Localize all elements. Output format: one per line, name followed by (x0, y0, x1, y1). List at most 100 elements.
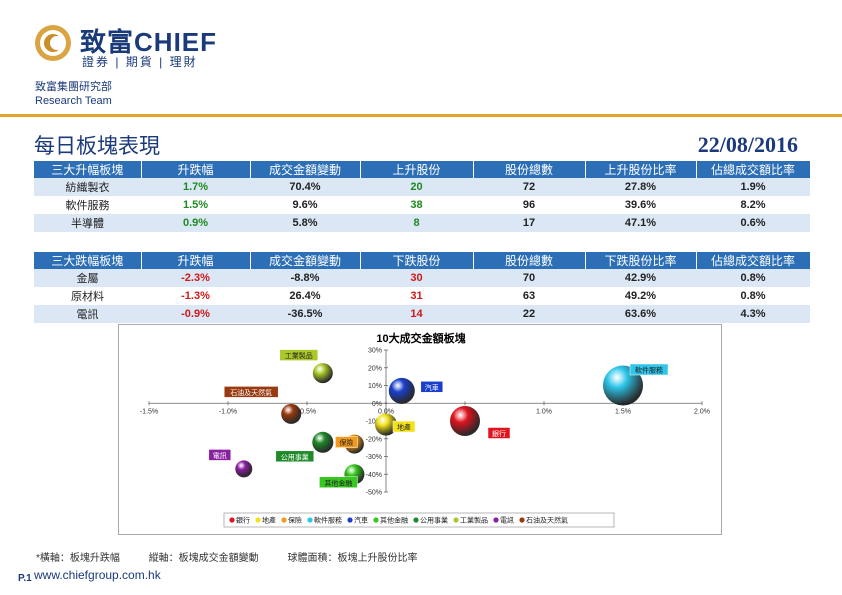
chart-canvas: 10大成交金額板塊 -1.5%-1.0%-0.5%0.0%0.5%1.0%1.5… (140, 331, 710, 528)
chart-title: 10大成交金額板塊 (376, 331, 465, 345)
y-tick-label: -40% (366, 472, 382, 479)
data-label-text: 地產 (397, 423, 411, 432)
data-label-text: 電訊 (213, 451, 227, 460)
x-tick-label: 1.5% (615, 408, 631, 415)
legend-marker (413, 517, 419, 523)
change-cell: 1.5% (182, 199, 209, 211)
legend-label: 其他金融 (380, 516, 408, 525)
brand-subtitle: 證券 | 期貨 | 理財 (82, 55, 198, 69)
column-header: 佔總成交額比率 (696, 252, 811, 269)
data-label-1: 地產 (392, 420, 416, 433)
column-header: 成交金額變動 (250, 161, 361, 178)
table-row: 電訊 -0.9% -36.5% 14 22 63.6% 4.3% (34, 305, 810, 323)
dept-cn: 致富集團研究部 (35, 81, 112, 93)
bubble-8 (235, 460, 253, 478)
change-cell: -2.3% (141, 269, 250, 287)
falling-count-cell: 30 (360, 269, 473, 287)
rising-count-cell: 38 (410, 199, 423, 211)
column-header: 三大升幅板塊 (34, 161, 142, 178)
legend-label: 保險 (288, 516, 302, 525)
turnover-change-cell: -8.8% (250, 269, 360, 287)
chart-footnote: *橫軸：板塊升跌幅 縱軸：板塊成交金額變動 球體面積：板塊上升股份比率 (36, 549, 443, 564)
data-label-2: 保險 (335, 436, 358, 448)
page-title: 每日板塊表現 (34, 134, 160, 158)
legend-marker (229, 517, 235, 523)
legend-label: 電訊 (500, 516, 514, 525)
dept-en: Research Team (35, 95, 112, 107)
turnover-change-cell: 5.8% (250, 214, 360, 232)
report-date: 22/08/2016 (697, 132, 798, 157)
chief-logo-icon (35, 25, 71, 61)
turnover-share-cell: 8.2% (740, 199, 766, 211)
data-label-box (275, 450, 315, 463)
data-label-box (420, 381, 444, 393)
data-label-box (392, 420, 416, 433)
falling-count-cell: 31 (410, 290, 423, 302)
x-tick-label: 0.0% (378, 408, 394, 415)
column-header: 股份總數 (473, 161, 586, 178)
y-axis-note: 縱軸：板塊成交金額變動 (148, 553, 259, 564)
y-tick-label: 20% (368, 365, 382, 372)
turnover-change-cell: -36.5% (250, 305, 360, 323)
data-label-box (319, 476, 358, 488)
bubble-9 (281, 403, 302, 424)
y-tick-label: 30% (368, 348, 382, 355)
data-label-box (208, 449, 232, 461)
column-header: 升跌幅 (141, 161, 251, 178)
change-cell: 0.9% (141, 214, 250, 232)
legend-marker (493, 517, 499, 523)
column-header: 升跌幅 (141, 252, 251, 269)
sector-name: 電訊 (34, 305, 141, 323)
column-header: 上升股份 (360, 161, 474, 178)
legend-label: 工業製品 (460, 516, 488, 525)
data-label-text: 公用事業 (281, 452, 309, 461)
data-label-text: 軟件服務 (635, 366, 663, 375)
column-header: 成交金額變動 (250, 252, 361, 269)
bubble-3 (603, 365, 643, 406)
total-count-cell: 96 (522, 199, 536, 211)
bottom-sectors-table: 三大跌幅板塊 升跌幅 成交金額變動 下跌股份 股份總數 下跌股份比率 佔總成交額… (34, 252, 811, 323)
data-label-5: 其他金融 (319, 476, 358, 488)
total-count-cell: 17 (473, 214, 585, 232)
total-count-cell: 72 (473, 178, 585, 196)
header-divider (0, 114, 842, 117)
y-tick-label: -30% (366, 454, 382, 461)
turnover-change-cell: 26.4% (289, 290, 321, 302)
x-tick-label: 2.0% (694, 408, 710, 415)
data-label-text: 石油及天然氣 (230, 388, 272, 397)
turnover-share-cell: 4.3% (696, 305, 810, 323)
table-row: 軟件服務 1.5% 9.6% 38 96 39.6% 8.2% (34, 196, 810, 214)
y-tick-label: -20% (366, 436, 382, 443)
legend-marker (453, 517, 459, 523)
turnover-share-cell: 1.9% (696, 178, 810, 196)
page-number: P.1 (18, 573, 32, 584)
change-cell: 1.7% (141, 178, 250, 196)
data-label-text: 保險 (339, 438, 353, 447)
bubble-6 (312, 431, 334, 453)
brand-name: 致富CHIEF (80, 22, 217, 59)
company-logo: 致富CHIEF 證券 | 期貨 | 理財 (34, 22, 254, 72)
falling-count-cell: 14 (360, 305, 473, 323)
sector-name: 原材料 (71, 291, 104, 303)
x-tick-label: -0.5% (298, 408, 316, 415)
department: 致富集團研究部 Research Team (35, 80, 112, 108)
legend-label: 地產 (262, 516, 276, 525)
total-count-cell: 63 (522, 290, 536, 302)
top-sectors-table: 三大升幅板塊 升跌幅 成交金額變動 上升股份 股份總數 上升股份比率 佔總成交額… (34, 161, 811, 232)
legend-marker (519, 517, 525, 523)
legend-box (223, 512, 615, 528)
turnover-share-cell: 0.8% (696, 269, 810, 287)
website-link[interactable]: www.chiefgroup.com.hk (34, 568, 161, 582)
x-tick-label: -1.0% (219, 408, 237, 415)
bubble-7 (312, 363, 333, 384)
data-label-text: 銀行 (492, 429, 506, 438)
legend-marker (281, 517, 287, 523)
data-label-9: 石油及天然氣 (223, 386, 279, 398)
column-header: 上升股份比率 (585, 161, 697, 178)
falling-ratio-cell: 42.9% (585, 269, 696, 287)
sector-name: 紡織製衣 (34, 178, 141, 196)
bubble-4 (388, 377, 415, 404)
data-label-4: 汽車 (420, 381, 444, 393)
table-header-row: 三大升幅板塊 升跌幅 成交金額變動 上升股份 股份總數 上升股份比率 佔總成交額… (34, 161, 811, 178)
rising-count-cell: 20 (360, 178, 473, 196)
